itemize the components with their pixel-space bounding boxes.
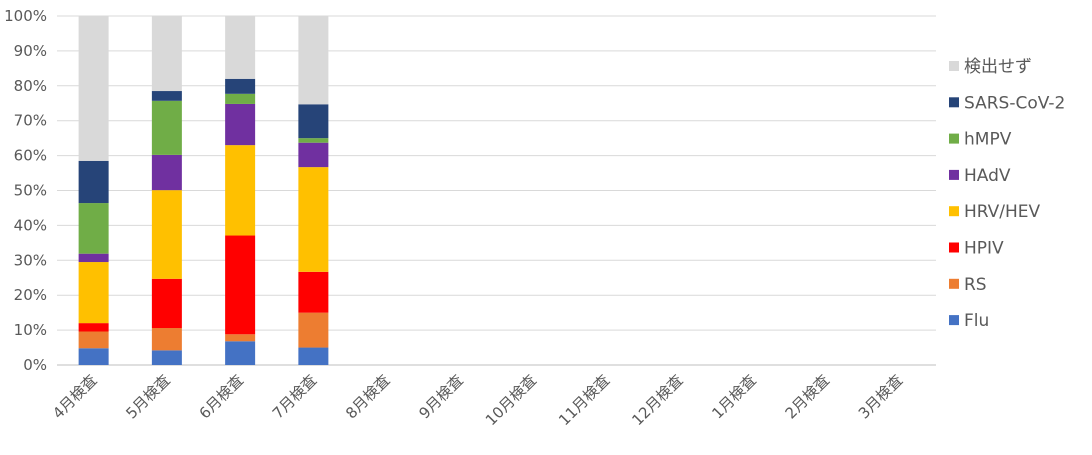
- bar-segment: [151, 328, 182, 351]
- bar-segment: [298, 167, 329, 272]
- x-tick-label: 12月検査: [628, 371, 686, 429]
- y-tick-label: 40%: [14, 216, 47, 234]
- legend-label: RS: [964, 275, 987, 295]
- x-tick-label: 6月検査: [196, 371, 247, 422]
- gridlines: [57, 15, 936, 366]
- legend-label: 検出せず: [964, 57, 1032, 77]
- bar-segment: [298, 271, 329, 313]
- bar-segment: [151, 190, 182, 279]
- bar-segment: [225, 103, 256, 146]
- y-tick-label: 10%: [14, 321, 47, 339]
- x-tick-label: 7月検査: [269, 371, 320, 422]
- legend-swatch: [949, 133, 959, 144]
- y-tick-label: 100%: [4, 7, 47, 25]
- legend-label: Flu: [964, 311, 989, 331]
- legend-label: SARS-CoV-2: [964, 93, 1065, 113]
- bar-segment: [298, 16, 329, 105]
- x-tick-label: 1月検査: [708, 371, 759, 422]
- y-tick-label: 80%: [14, 77, 47, 95]
- x-tick-label: 2月検査: [782, 371, 833, 422]
- bar-segment: [225, 334, 256, 342]
- bar-segment: [78, 253, 109, 263]
- bar-segment: [78, 323, 109, 332]
- y-tick-label: 60%: [14, 147, 47, 165]
- legend-swatch: [949, 278, 959, 289]
- y-tick-label: 50%: [14, 182, 47, 200]
- x-tick-label: 4月検査: [49, 371, 100, 422]
- bar-segment: [78, 203, 109, 254]
- bar-segment: [225, 341, 256, 365]
- bar-segment: [225, 93, 256, 104]
- legend-label: HAdV: [964, 166, 1011, 186]
- legend-swatch: [949, 61, 959, 71]
- bar-segment: [78, 16, 109, 161]
- bar-segment: [78, 262, 109, 324]
- y-tick-label: 30%: [14, 251, 47, 269]
- legend-label: HPIV: [964, 239, 1004, 259]
- legend-swatch: [949, 242, 959, 253]
- y-tick-label: 20%: [14, 286, 47, 304]
- legend-label: hMPV: [964, 130, 1012, 150]
- legend-swatch: [949, 315, 959, 326]
- bar-segment: [151, 278, 182, 329]
- bar-segment: [225, 78, 256, 94]
- bar-segment: [298, 312, 329, 348]
- bar-segment: [151, 91, 182, 101]
- bar-segment: [151, 100, 182, 155]
- x-tick-label: 5月検査: [122, 371, 173, 422]
- bar-segment: [298, 138, 329, 143]
- bar-segment: [225, 145, 256, 236]
- bars: [78, 16, 329, 365]
- y-tick-label: 0%: [23, 356, 47, 374]
- bar-segment: [298, 347, 329, 365]
- y-tick-label: 70%: [14, 112, 47, 130]
- bar-segment: [151, 16, 182, 92]
- x-tick-label: 10月検査: [482, 371, 540, 429]
- x-tick-label: 3月検査: [855, 371, 906, 422]
- bar-segment: [298, 104, 329, 139]
- y-axis-tick-labels: 0% 10% 20% 30% 40% 50% 60% 70% 80% 90% 100%: [4, 7, 47, 374]
- bar-segment: [225, 16, 256, 79]
- legend-swatch: [949, 169, 959, 180]
- bar-segment: [78, 160, 109, 204]
- bar-segment: [78, 348, 109, 365]
- bar-segment: [78, 331, 109, 349]
- x-tick-label: 11月検査: [555, 371, 613, 429]
- bar-segment: [151, 154, 182, 191]
- x-axis-tick-labels: 4月検査 5月検査 6月検査 7月検査 8月検査 9月検査 10月検査 11月検査 12月検査 1…: [49, 371, 906, 429]
- bar-segment: [298, 142, 329, 168]
- legend-label: HRV/HEV: [964, 202, 1041, 222]
- legend: 検出せず SARS-CoV-2 hMPV HAdV HRV/HEV HPIV RS Flu: [949, 57, 1065, 331]
- y-tick-label: 90%: [14, 42, 47, 60]
- bar-segment: [151, 350, 182, 365]
- x-tick-label: 9月検査: [415, 371, 466, 422]
- bar-segment: [225, 235, 256, 335]
- x-tick-label: 8月検査: [342, 371, 393, 422]
- legend-swatch: [949, 206, 959, 217]
- legend-swatch: [949, 97, 959, 108]
